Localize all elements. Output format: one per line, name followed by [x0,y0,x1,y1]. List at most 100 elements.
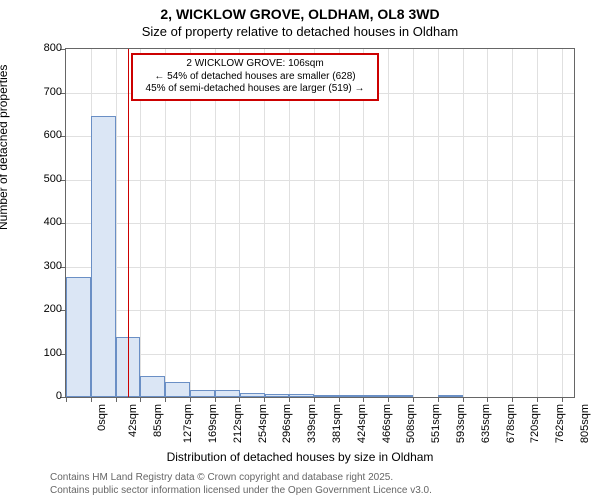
gridline-v [289,49,290,397]
xtick-mark [66,397,67,402]
histogram-bar [165,382,190,397]
xtick-label: 424sqm [356,404,368,443]
gridline-v [388,49,389,397]
gridline-v [438,49,439,397]
y-axis-label: Number of detached properties [0,65,10,230]
xtick-label: 339sqm [307,404,319,443]
histogram-bar [339,395,364,397]
xtick-mark [215,397,216,402]
xtick-mark [165,397,166,402]
gridline-v [487,49,488,397]
xtick-mark [562,397,563,402]
xtick-label: 381sqm [331,404,343,443]
histogram-bar [66,277,91,397]
ytick-label: 800 [22,42,62,54]
xtick-mark [363,397,364,402]
gridline-h [66,180,574,181]
gridline-v [165,49,166,397]
gridline-h [66,310,574,311]
xtick-label: 212sqm [232,404,244,443]
xtick-label: 42sqm [127,404,139,437]
histogram-bar [314,395,339,397]
chart-subtitle: Size of property relative to detached ho… [0,24,600,39]
gridline-v [339,49,340,397]
xtick-label: 127sqm [182,404,194,443]
ytick-label: 500 [22,173,62,185]
xtick-mark [140,397,141,402]
xtick-mark [264,397,265,402]
chart-container: 2, WICKLOW GROVE, OLDHAM, OL8 3WD Size o… [0,0,600,500]
histogram-bar [389,395,414,397]
xtick-label: 805sqm [579,404,591,443]
xtick-label: 635sqm [480,404,492,443]
histogram-bar [240,393,265,397]
gridline-h [66,267,574,268]
xtick-mark [512,397,513,402]
gridline-v [190,49,191,397]
gridline-v [463,49,464,397]
gridline-v [363,49,364,397]
gridline-v [537,49,538,397]
xtick-mark [438,397,439,402]
gridline-v [140,49,141,397]
attribution-line2: Contains public sector information licen… [50,484,432,497]
annotation-line1: 2 WICKLOW GROVE: 106sqm [139,58,371,71]
plot-area: 2 WICKLOW GROVE: 106sqm← 54% of detached… [65,48,575,398]
ytick-label: 300 [22,260,62,272]
ytick-label: 200 [22,303,62,315]
xtick-label: 762sqm [554,404,566,443]
gridline-v [562,49,563,397]
attribution-line1: Contains HM Land Registry data © Crown c… [50,471,432,484]
xtick-mark [190,397,191,402]
xtick-label: 296sqm [281,404,293,443]
ytick-label: 700 [22,86,62,98]
xtick-label: 466sqm [381,404,393,443]
annotation-line3: 45% of semi-detached houses are larger (… [139,83,371,96]
xtick-mark [537,397,538,402]
annotation-box: 2 WICKLOW GROVE: 106sqm← 54% of detached… [131,53,379,101]
annotation-line2: ← 54% of detached houses are smaller (62… [139,71,371,84]
xtick-label: 254sqm [257,404,269,443]
gridline-h [66,223,574,224]
xtick-label: 169sqm [207,404,219,443]
histogram-bar [190,390,215,397]
xtick-mark [289,397,290,402]
xtick-mark [413,397,414,402]
xtick-label: 720sqm [530,404,542,443]
gridline-v [215,49,216,397]
x-axis-label: Distribution of detached houses by size … [0,450,600,464]
histogram-bar [215,390,240,397]
histogram-bar [289,394,314,397]
xtick-label: 85sqm [152,404,164,437]
ytick-label: 400 [22,216,62,228]
gridline-h [66,354,574,355]
ytick-label: 100 [22,347,62,359]
gridline-v [314,49,315,397]
xtick-mark [487,397,488,402]
histogram-bar [438,395,463,397]
xtick-label: 0sqm [96,404,108,431]
xtick-label: 593sqm [455,404,467,443]
xtick-label: 551sqm [431,404,443,443]
gridline-v [413,49,414,397]
gridline-h [66,136,574,137]
histogram-bar [265,394,290,397]
xtick-mark [388,397,389,402]
xtick-mark [91,397,92,402]
xtick-mark [339,397,340,402]
chart-title: 2, WICKLOW GROVE, OLDHAM, OL8 3WD [0,6,600,22]
xtick-mark [116,397,117,402]
xtick-mark [239,397,240,402]
gridline-v [239,49,240,397]
marker-line [128,49,129,397]
xtick-mark [463,397,464,402]
ytick-label: 600 [22,129,62,141]
gridline-v [264,49,265,397]
histogram-bar [91,116,116,397]
histogram-bar [140,376,165,397]
histogram-bar [364,395,389,397]
gridline-v [512,49,513,397]
attribution-text: Contains HM Land Registry data © Crown c… [50,471,432,497]
xtick-label: 508sqm [405,404,417,443]
xtick-label: 678sqm [505,404,517,443]
